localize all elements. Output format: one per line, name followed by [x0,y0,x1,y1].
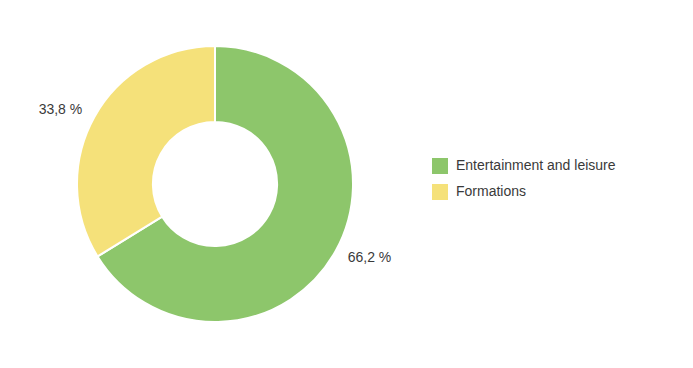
legend-label: Entertainment and leisure [456,157,616,173]
legend-label: Formations [456,183,526,199]
slices [77,46,353,322]
legend-swatch [432,184,448,200]
data-label: 66,2 % [348,249,392,265]
data-label: 33,8 % [39,101,83,117]
legend-swatch [432,158,448,174]
slice [77,46,215,256]
chart-container: 66,2 % 33,8 % Entertainment and leisure For… [0,0,693,368]
chart: 66,2 % 33,8 % Entertainment and leisure For… [0,0,693,368]
data-labels: 66,2 % 33,8 % [39,101,392,265]
legend: Entertainment and leisure Formations [432,157,616,200]
